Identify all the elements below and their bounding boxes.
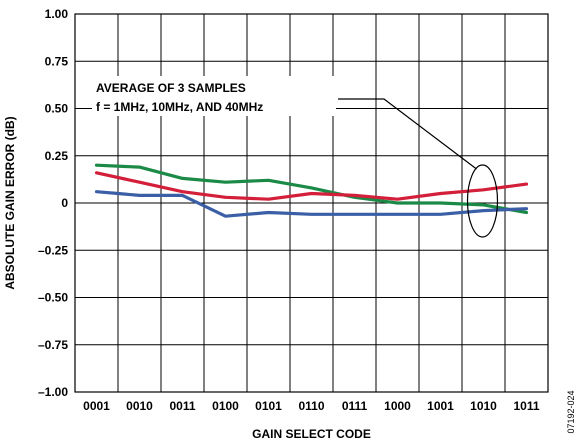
y-tick-label: 0.50 [45,102,69,116]
x-tick-label: 1010 [470,399,497,413]
x-tick-label: 0010 [126,399,153,413]
figure-id: 07192-024 [566,390,576,433]
grid-lines [75,14,548,392]
x-tick-label: 0011 [169,399,195,413]
y-tick-label: 0 [61,196,68,210]
series-line [94,163,529,215]
y-tick-label: –0.75 [38,338,68,352]
x-tick-label: 0111 [342,399,368,413]
y-tick-label: 0.25 [45,149,69,163]
annotation: AVERAGE OF 3 SAMPLES f = 1MHz, 10MHz, AN… [92,76,499,238]
y-axis-title: ABSOLUTE GAIN ERROR (dB) [3,116,17,289]
series-line [94,171,529,201]
y-tick-label: –0.25 [38,243,68,257]
annotation-line-2: f = 1MHz, 10MHz, AND 40MHz [96,100,263,114]
y-tick-labels: 1.00 0.75 0.50 0.25 0 –0.25 –0.50 –0.75 –1.00 [38,7,68,399]
x-tick-label: 1000 [384,399,411,413]
annotation-leader-line [338,98,477,170]
x-axis-title: GAIN SELECT CODE [252,427,371,441]
series-line [94,190,529,218]
plot-frame [74,13,549,393]
x-tick-label: 0110 [298,399,324,413]
x-tick-label: 0100 [212,399,239,413]
x-tick-label: 0001 [83,399,110,413]
x-tick-label: 0101 [255,399,282,413]
y-tick-label: –0.50 [38,291,68,305]
y-tick-label: 1.00 [45,7,69,21]
annotation-background [92,76,336,116]
x-tick-labels: 0001 0010 0011 0100 0101 0110 0111 1000 1001 1010… [83,399,540,413]
annotation-line-1: AVERAGE OF 3 SAMPLES [96,81,246,95]
x-tick-label: 1011 [513,399,539,413]
x-tick-label: 1001 [427,399,454,413]
annotation-ellipse [466,164,499,238]
series-layer [94,163,529,218]
y-tick-label: –1.00 [38,385,68,399]
y-tick-label: 0.75 [45,54,69,68]
